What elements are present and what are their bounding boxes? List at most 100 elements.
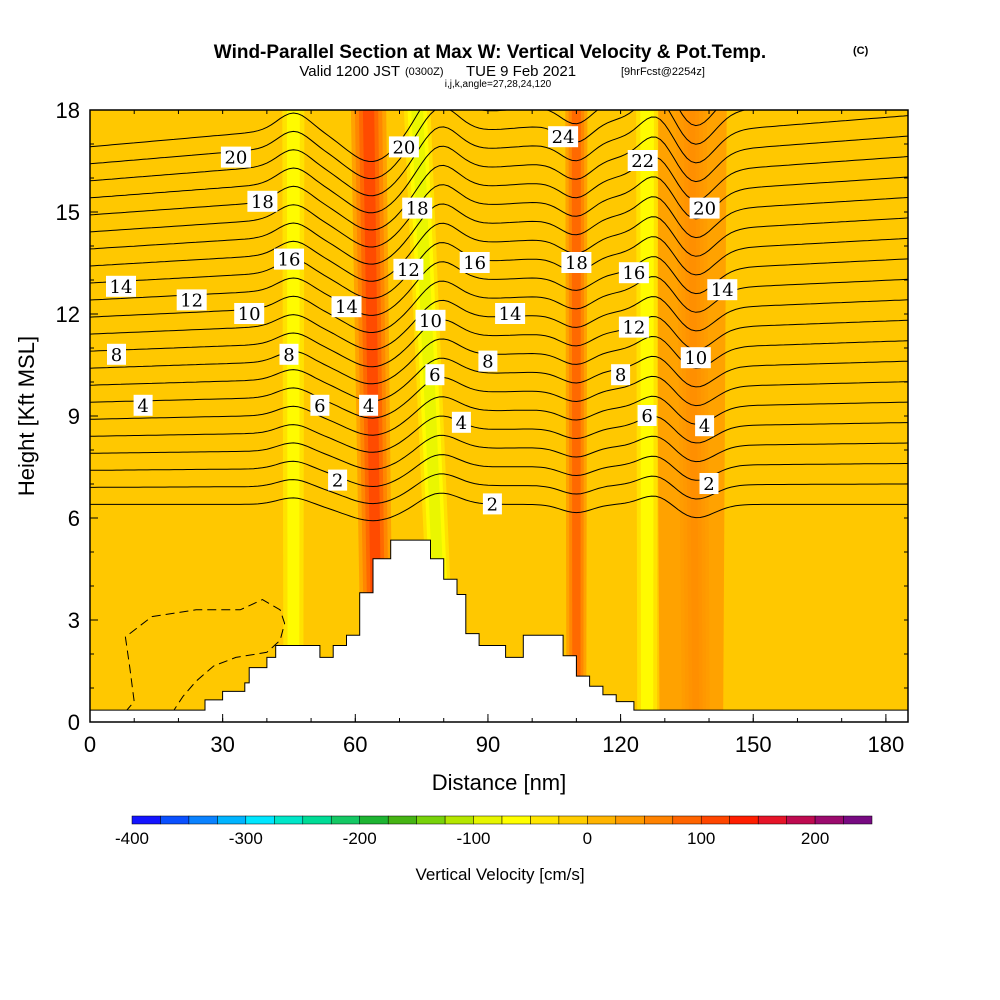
contour-label-8: 14: [331, 296, 362, 318]
y-tick-label-6: 18: [56, 98, 80, 123]
colorbar-swatch-6: [302, 815, 332, 825]
colorbar-tick-label-2: -200: [343, 829, 377, 848]
svg-text:14: 14: [335, 297, 358, 318]
y-tick-label-2: 6: [68, 506, 80, 531]
y-axis: 0 3 6 9 12 15 18: [56, 98, 908, 735]
svg-text:4: 4: [699, 416, 710, 437]
contour-label-27: 12: [618, 316, 649, 339]
theta-contour-1: [90, 473, 908, 505]
contour-label-15: 12: [393, 258, 424, 281]
theta-contour-4: [90, 415, 908, 453]
contour-label-26: 16: [618, 262, 649, 284]
contour-label-12: 2: [328, 469, 348, 492]
svg-text:6: 6: [314, 396, 325, 417]
colorbar-swatch-16: [587, 815, 617, 825]
colorbar-tick-label-4: 0: [583, 829, 592, 848]
contour-label-28: 8: [611, 364, 631, 386]
colorbar-swatch-21: [729, 815, 759, 825]
colorbar-swatch-4: [245, 815, 275, 825]
y-tick-label-3: 9: [68, 404, 80, 429]
theta-contour-2: [90, 454, 908, 488]
contour-label-24: 18: [561, 252, 592, 274]
contour-label-10: 6: [310, 394, 330, 417]
theta-contour-3: [90, 434, 908, 470]
theta-contour-12: [90, 256, 908, 316]
contour-label-13: 20: [388, 136, 419, 158]
x-tick-label-5: 150: [735, 732, 772, 757]
contour-label-11: 4: [359, 394, 379, 417]
x-tick-label-4: 120: [602, 732, 639, 757]
svg-text:8: 8: [283, 345, 294, 366]
contour-label-3: 14: [106, 275, 136, 298]
colorbar-swatch-20: [700, 815, 730, 825]
contour-label-22: 2: [482, 493, 502, 515]
svg-text:14: 14: [711, 280, 734, 301]
theta-contour-17: [90, 156, 908, 231]
svg-text:12: 12: [622, 318, 645, 339]
velocity-band-5-level-1: [286, 110, 300, 712]
theta-contour-14: [90, 216, 908, 282]
contour-label-0: 20: [220, 146, 251, 169]
contour-label-17: 6: [425, 364, 445, 386]
x-tick-label-2: 60: [343, 732, 367, 757]
svg-text:16: 16: [278, 250, 301, 271]
negative-contour-0: [124, 599, 286, 713]
svg-text:22: 22: [631, 151, 654, 172]
colorbar-swatch-25: [843, 815, 873, 825]
contour-label-25: 22: [627, 150, 658, 172]
svg-text:16: 16: [463, 253, 486, 274]
theta-contour-13: [90, 236, 908, 299]
contour-label-9: 8: [279, 343, 299, 366]
theta-contour-8: [90, 335, 908, 385]
subtitle-valid: Valid 1200 JST: [299, 63, 400, 80]
theta-contour-5: [90, 395, 908, 436]
svg-text:24: 24: [552, 127, 575, 148]
colorbar-swatch-13: [501, 815, 531, 825]
colorbar-label: Vertical Velocity [cm/s]: [415, 865, 584, 884]
svg-text:4: 4: [137, 396, 148, 417]
x-axis: 0 30 60 90 120 150 180: [84, 110, 904, 757]
y-tick-label-5: 15: [56, 200, 80, 225]
velocity-band-3-level-0: [656, 110, 727, 712]
svg-text:18: 18: [565, 253, 588, 274]
contour-label-5: 10: [234, 303, 265, 325]
terrain: [90, 539, 908, 722]
contour-label-21: 8: [478, 350, 498, 373]
x-axis-label: Distance [nm]: [432, 770, 567, 795]
colorbar-swatch-2: [188, 815, 218, 825]
contour-label-2: 16: [274, 248, 304, 271]
theta-contour-18: [90, 135, 908, 214]
colorbar-swatch-9: [387, 815, 417, 825]
field-background: [90, 110, 908, 722]
contour-label-30: 20: [689, 197, 720, 220]
colorbar-swatch-19: [672, 815, 702, 825]
colorbar-swatch-0: [131, 815, 161, 825]
colorbar-tick-label-1: -300: [229, 829, 263, 848]
svg-text:20: 20: [693, 199, 716, 220]
colorbar-swatch-11: [444, 815, 474, 825]
svg-text:4: 4: [456, 413, 467, 434]
chart-subtitle: Valid 1200 JST (0300Z) TUE 9 Feb 2021 [9…: [299, 63, 705, 90]
contour-label-32: 10: [680, 347, 711, 369]
svg-text:8: 8: [482, 352, 493, 373]
theta-contours: [90, 110, 908, 522]
contour-label-34: 2: [699, 473, 719, 495]
theta-contour-19: [90, 115, 908, 197]
x-tick-label-1: 30: [210, 732, 234, 757]
x-tick-label-6: 180: [868, 732, 905, 757]
contour-label-31: 14: [707, 279, 738, 301]
contour-label-1: 18: [247, 190, 278, 213]
svg-text:14: 14: [499, 304, 522, 325]
colorbar-swatch-7: [330, 815, 360, 825]
colorbar: [131, 815, 873, 825]
colorbar-tick-label-3: -100: [456, 829, 490, 848]
theta-contour-15: [90, 196, 908, 265]
colorbar-swatch-5: [274, 815, 304, 825]
contour-label-29: 6: [637, 405, 657, 427]
contour-label-14: 18: [402, 197, 433, 220]
colorbar-swatch-14: [530, 815, 560, 825]
theta-contour-16: [90, 176, 908, 248]
negative-velocity-contours: [124, 599, 286, 713]
